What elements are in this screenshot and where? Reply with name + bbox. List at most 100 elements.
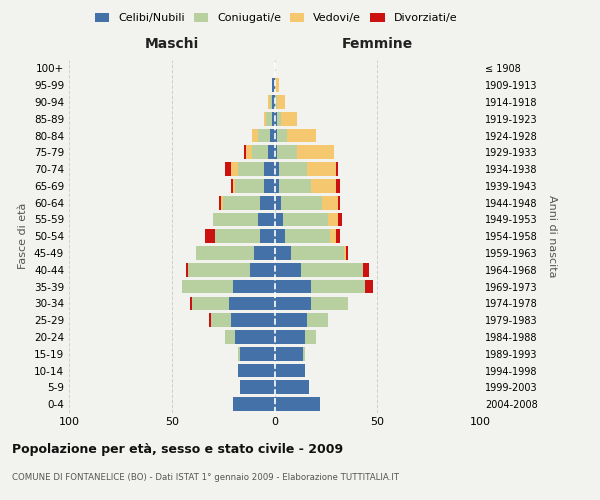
Bar	[311, 179, 336, 193]
Bar	[278, 162, 307, 176]
Bar	[275, 112, 277, 126]
Bar	[244, 146, 246, 159]
Bar	[275, 95, 277, 109]
Y-axis label: Fasce di età: Fasce di età	[19, 203, 28, 270]
Bar	[252, 146, 268, 159]
Bar	[186, 263, 188, 276]
Bar	[271, 95, 272, 109]
Legend: Celibi/Nubili, Coniugati/e, Vedovi/e, Divorziati/e: Celibi/Nubili, Coniugati/e, Vedovi/e, Di…	[91, 8, 461, 28]
Bar	[232, 162, 238, 176]
Bar	[285, 230, 330, 243]
Bar	[307, 314, 328, 327]
Text: Femmine: Femmine	[341, 37, 413, 51]
Bar	[268, 146, 275, 159]
Bar	[275, 347, 303, 360]
Bar	[264, 112, 266, 126]
Bar	[336, 179, 340, 193]
Bar	[182, 280, 233, 293]
Bar	[272, 95, 275, 109]
Bar	[275, 246, 291, 260]
Bar	[303, 347, 305, 360]
Bar	[277, 112, 281, 126]
Bar	[275, 230, 285, 243]
Bar	[275, 128, 277, 142]
Bar	[275, 364, 305, 378]
Bar	[233, 280, 275, 293]
Bar	[239, 347, 275, 360]
Bar	[205, 230, 215, 243]
Bar	[272, 112, 275, 126]
Bar	[238, 162, 264, 176]
Bar	[238, 347, 239, 360]
Text: Maschi: Maschi	[145, 37, 199, 51]
Bar	[258, 212, 275, 226]
Bar	[246, 146, 252, 159]
Bar	[260, 230, 275, 243]
Bar	[223, 196, 260, 209]
Bar	[328, 212, 338, 226]
Bar	[311, 296, 349, 310]
Bar	[235, 330, 275, 344]
Bar	[346, 246, 349, 260]
Bar	[221, 196, 223, 209]
Bar	[277, 128, 287, 142]
Bar	[336, 230, 340, 243]
Bar	[338, 196, 340, 209]
Bar	[250, 263, 275, 276]
Bar	[281, 196, 322, 209]
Bar	[277, 146, 297, 159]
Bar	[283, 212, 328, 226]
Bar	[275, 146, 277, 159]
Bar	[229, 296, 275, 310]
Bar	[264, 179, 275, 193]
Bar	[278, 179, 311, 193]
Bar	[268, 95, 271, 109]
Bar	[260, 196, 275, 209]
Bar	[275, 280, 311, 293]
Bar	[254, 246, 275, 260]
Bar	[233, 179, 235, 193]
Bar	[232, 179, 233, 193]
Bar	[363, 263, 369, 276]
Bar	[338, 212, 343, 226]
Bar	[239, 380, 275, 394]
Bar	[272, 78, 275, 92]
Bar	[344, 246, 346, 260]
Bar	[271, 128, 275, 142]
Y-axis label: Anni di nascita: Anni di nascita	[547, 195, 557, 278]
Bar	[297, 146, 334, 159]
Bar	[225, 162, 232, 176]
Bar	[264, 162, 275, 176]
Bar	[311, 280, 365, 293]
Bar	[235, 179, 264, 193]
Bar	[336, 162, 338, 176]
Bar	[275, 212, 283, 226]
Bar	[287, 128, 316, 142]
Bar	[275, 162, 278, 176]
Bar	[275, 330, 305, 344]
Bar	[275, 263, 301, 276]
Bar	[277, 95, 285, 109]
Bar	[275, 179, 278, 193]
Bar	[213, 212, 258, 226]
Bar	[192, 296, 229, 310]
Text: COMUNE DI FONTANELICE (BO) - Dati ISTAT 1° gennaio 2009 - Elaborazione TUTTITALI: COMUNE DI FONTANELICE (BO) - Dati ISTAT …	[12, 472, 399, 482]
Bar	[266, 112, 272, 126]
Bar	[301, 263, 363, 276]
Bar	[275, 296, 311, 310]
Bar	[258, 128, 271, 142]
Bar	[275, 314, 307, 327]
Bar	[190, 296, 193, 310]
Text: Popolazione per età, sesso e stato civile - 2009: Popolazione per età, sesso e stato civil…	[12, 442, 343, 456]
Bar	[305, 330, 316, 344]
Bar	[211, 314, 232, 327]
Bar	[233, 397, 275, 411]
Bar	[209, 314, 211, 327]
Bar	[215, 230, 260, 243]
Bar	[322, 196, 338, 209]
Bar	[238, 364, 275, 378]
Bar	[330, 230, 336, 243]
Bar	[365, 280, 373, 293]
Bar	[196, 246, 254, 260]
Bar	[252, 128, 258, 142]
